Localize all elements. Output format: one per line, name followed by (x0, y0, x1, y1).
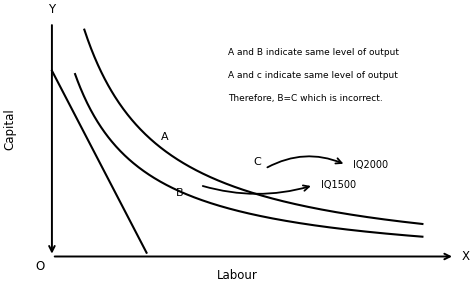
Text: A and c indicate same level of output: A and c indicate same level of output (228, 71, 398, 80)
Text: A: A (161, 132, 168, 142)
Text: A and B indicate same level of output: A and B indicate same level of output (228, 48, 399, 57)
Text: C: C (254, 157, 261, 167)
Text: O: O (36, 260, 45, 273)
Text: IQ1500: IQ1500 (320, 180, 356, 190)
Text: Y: Y (48, 3, 55, 16)
Text: Therefore, B=C which is incorrect.: Therefore, B=C which is incorrect. (228, 94, 383, 103)
Text: B: B (175, 188, 183, 198)
Text: IQ2000: IQ2000 (353, 160, 388, 170)
Text: Capital: Capital (4, 108, 17, 150)
Text: Labour: Labour (217, 269, 257, 282)
Text: X: X (462, 250, 470, 263)
